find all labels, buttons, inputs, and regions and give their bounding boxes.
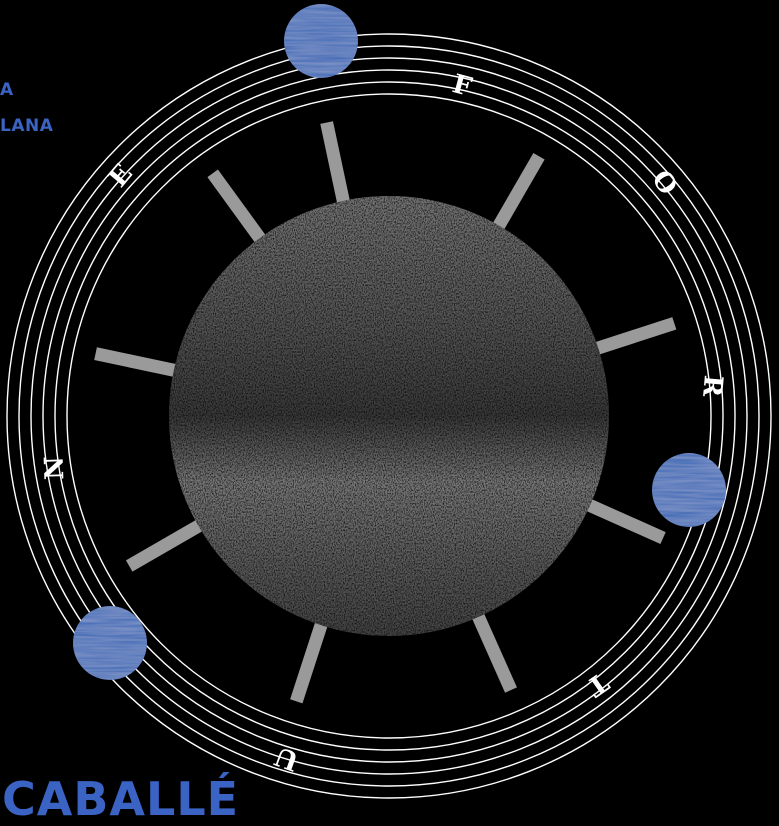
orbit-ring (18, 45, 760, 787)
planet-top (284, 4, 358, 78)
orbit-ring (30, 57, 748, 775)
side-text-line-1: A (0, 80, 14, 100)
orbit-rings (6, 33, 772, 799)
orbit-ring (66, 93, 712, 739)
ring-letter: R (696, 374, 728, 399)
blue-planets (73, 4, 726, 680)
orbit-ring (6, 33, 772, 799)
planet-bottom-left (73, 606, 147, 680)
ring-letter: F (449, 69, 475, 103)
ring-letter: O (645, 165, 683, 201)
side-text-line-2: LANA (0, 116, 54, 136)
ring-letter: U (271, 740, 303, 776)
bottom-title: CABALLÉ (2, 772, 240, 826)
orbit-ring (54, 81, 724, 751)
ring-letter: N (40, 456, 71, 481)
orbit-ring (42, 69, 736, 763)
ring-letter: E (103, 159, 139, 193)
central-moon (169, 196, 609, 636)
planet-right (652, 453, 726, 527)
